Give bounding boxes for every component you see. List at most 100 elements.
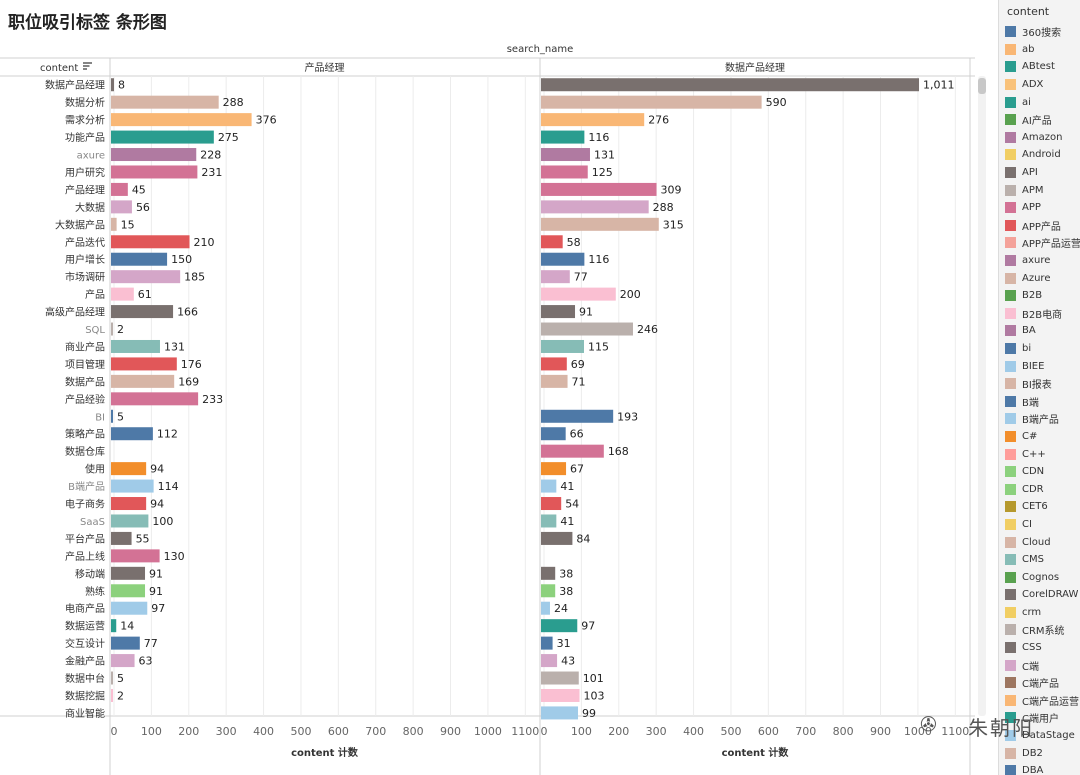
bar bbox=[111, 497, 147, 511]
legend-label: DBA bbox=[1022, 765, 1044, 775]
data-label: 38 bbox=[559, 567, 573, 580]
legend-item[interactable]: CorelDRAW bbox=[999, 586, 1080, 604]
legend-item[interactable]: APP bbox=[999, 199, 1080, 217]
data-label: 91 bbox=[579, 306, 593, 319]
wechat-icon: ✇ bbox=[920, 712, 937, 736]
legend-title: content bbox=[1007, 5, 1050, 18]
data-label: 84 bbox=[576, 532, 590, 545]
legend-item[interactable]: 360搜索 bbox=[999, 23, 1080, 41]
legend-item[interactable]: B2B电商 bbox=[999, 305, 1080, 323]
data-label: 91 bbox=[149, 567, 163, 580]
legend-swatch bbox=[1005, 360, 1016, 372]
legend-label: CI bbox=[1022, 518, 1032, 530]
bar bbox=[111, 462, 147, 476]
bar bbox=[541, 235, 563, 249]
legend-label: axure bbox=[1022, 255, 1051, 267]
legend-item[interactable]: Cognos bbox=[999, 568, 1080, 586]
legend-item[interactable]: CSS bbox=[999, 639, 1080, 657]
legend-item[interactable]: C++ bbox=[999, 445, 1080, 463]
legend-label: ABtest bbox=[1022, 61, 1055, 73]
legend-item[interactable]: Android bbox=[999, 146, 1080, 164]
legend-item[interactable]: CDN bbox=[999, 463, 1080, 481]
legend-swatch bbox=[1005, 659, 1016, 671]
legend-item[interactable]: B端产品 bbox=[999, 410, 1080, 428]
category-label: 大数据 bbox=[75, 201, 105, 214]
legend-item[interactable]: C端 bbox=[999, 656, 1080, 674]
category-label: BI bbox=[95, 412, 105, 423]
legend-item[interactable]: C端用户 bbox=[999, 709, 1080, 727]
legend-item[interactable]: API bbox=[999, 164, 1080, 182]
legend-item[interactable]: APM bbox=[999, 181, 1080, 199]
column-header-field[interactable]: search_name bbox=[506, 44, 574, 55]
legend-item[interactable]: C# bbox=[999, 428, 1080, 446]
scrollbar-thumb[interactable] bbox=[978, 78, 986, 94]
bar bbox=[541, 95, 762, 109]
category-label: 产品上线 bbox=[65, 550, 105, 563]
legend-item[interactable]: Azure bbox=[999, 269, 1080, 287]
legend-item[interactable]: crm bbox=[999, 604, 1080, 622]
data-label: 246 bbox=[637, 323, 658, 336]
legend-item[interactable]: APP产品运营 bbox=[999, 234, 1080, 252]
data-label: 131 bbox=[594, 149, 615, 162]
legend-item[interactable]: C端产品运营 bbox=[999, 692, 1080, 710]
legend-label: APP bbox=[1022, 202, 1041, 214]
legend-label: BI报表 bbox=[1022, 380, 1052, 392]
data-label: 91 bbox=[149, 585, 163, 598]
legend-item[interactable]: ADX bbox=[999, 76, 1080, 94]
legend-item[interactable]: B端 bbox=[999, 392, 1080, 410]
data-label: 31 bbox=[557, 637, 571, 650]
bar bbox=[111, 584, 146, 598]
data-label: 125 bbox=[592, 166, 613, 179]
data-label: 71 bbox=[572, 375, 586, 388]
vertical-scrollbar[interactable] bbox=[978, 76, 986, 716]
legend-swatch bbox=[1005, 96, 1016, 108]
legend-item[interactable]: BI报表 bbox=[999, 375, 1080, 393]
legend-item[interactable]: C端产品 bbox=[999, 674, 1080, 692]
legend-item[interactable]: AI产品 bbox=[999, 111, 1080, 129]
bar bbox=[541, 78, 920, 92]
bar bbox=[111, 322, 113, 336]
legend-item[interactable]: Amazon bbox=[999, 129, 1080, 147]
legend-item[interactable]: DBA bbox=[999, 762, 1080, 775]
legend-item[interactable]: CI bbox=[999, 516, 1080, 534]
legend-item[interactable]: bi bbox=[999, 340, 1080, 358]
bar bbox=[541, 305, 576, 319]
data-label: 103 bbox=[584, 689, 605, 702]
data-label: 56 bbox=[136, 201, 150, 214]
x-tick-label: 700 bbox=[365, 725, 386, 738]
legend-item[interactable]: ai bbox=[999, 93, 1080, 111]
legend-item[interactable]: DataStage bbox=[999, 727, 1080, 745]
data-label: 45 bbox=[132, 183, 146, 196]
legend-item[interactable]: CRM系统 bbox=[999, 621, 1080, 639]
legend-item[interactable]: DB2 bbox=[999, 744, 1080, 762]
panel-header: 产品经理 bbox=[305, 61, 345, 74]
x-tick-label: 300 bbox=[216, 725, 237, 738]
legend-item[interactable]: B2B bbox=[999, 287, 1080, 305]
legend-swatch bbox=[1005, 589, 1016, 601]
legend-item[interactable]: CDR bbox=[999, 480, 1080, 498]
bar bbox=[541, 130, 585, 144]
bar bbox=[541, 287, 616, 301]
legend-item[interactable]: ABtest bbox=[999, 58, 1080, 76]
category-label: 需求分析 bbox=[65, 114, 105, 127]
legend-item[interactable]: BA bbox=[999, 322, 1080, 340]
legend-item[interactable]: BIEE bbox=[999, 357, 1080, 375]
data-label: 8 bbox=[118, 79, 125, 92]
legend-item[interactable]: Cloud bbox=[999, 533, 1080, 551]
legend-item[interactable]: axure bbox=[999, 252, 1080, 270]
legend-label: C端产品 bbox=[1022, 679, 1059, 691]
x-tick-label: 400 bbox=[683, 725, 704, 738]
x-tick-label: 600 bbox=[328, 725, 349, 738]
legend-item[interactable]: APP产品 bbox=[999, 217, 1080, 235]
data-label: 94 bbox=[150, 463, 164, 476]
bar bbox=[111, 374, 175, 388]
legend-item[interactable]: CMS bbox=[999, 551, 1080, 569]
data-label: 38 bbox=[559, 585, 573, 598]
data-label: 169 bbox=[178, 375, 199, 388]
legend-item[interactable]: ab bbox=[999, 41, 1080, 59]
legend-item[interactable]: CET6 bbox=[999, 498, 1080, 516]
bar bbox=[541, 514, 557, 528]
data-label: 200 bbox=[620, 288, 641, 301]
sort-icon[interactable] bbox=[83, 62, 92, 70]
legend-label: API bbox=[1022, 167, 1038, 179]
